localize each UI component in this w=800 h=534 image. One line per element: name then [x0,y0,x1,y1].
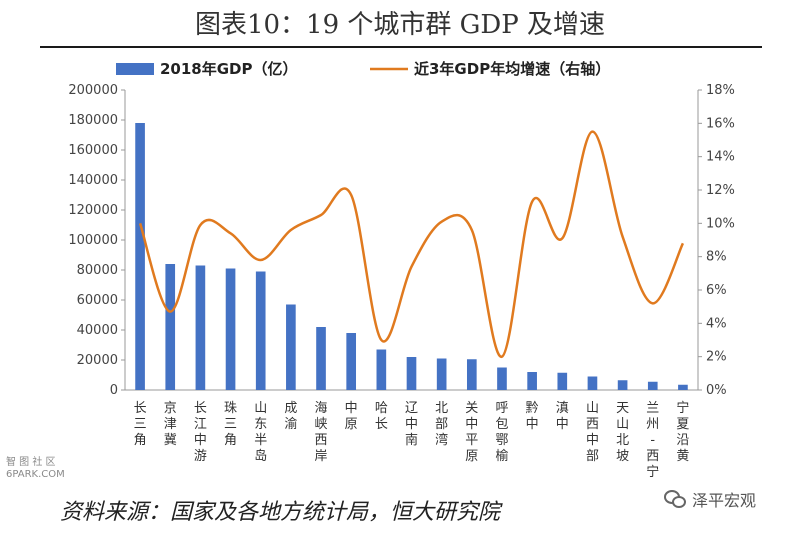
watermark-left-line1: 智 图 社 区 [6,457,56,468]
x-tick-label: 长三角 [134,401,147,448]
x-tick-label: 哈长 [375,401,388,432]
right-tick-label: 16% [706,116,735,131]
bar [647,381,658,390]
left-tick-label: 40000 [77,323,118,338]
left-tick-label: 160000 [68,143,118,158]
left-tick-label: 120000 [68,203,118,218]
right-tick-label: 0% [706,383,727,398]
bar [557,372,568,390]
right-tick-label: 14% [706,150,735,165]
bar [195,265,206,390]
growth-line [138,130,685,358]
x-tick-label: 山东半岛 [254,401,267,464]
source-note: 资料来源：国家及各地方统计局，恒大研究院 [60,500,501,525]
bar [527,372,537,390]
bar [436,358,447,390]
x-tick-label: 天山北坡 [616,401,629,464]
bar [678,384,688,390]
x-tick-label: 京津冀 [164,401,177,448]
left-tick-label: 140000 [68,173,118,188]
right-tick-label: 12% [706,183,735,198]
x-tick-label: 黔中 [526,401,539,432]
right-tick-label: 2% [706,350,727,365]
x-tick-label: 滇中 [556,401,569,432]
watermark-left: 智 图 社 区 6PARK.COM [6,457,86,481]
bar [466,359,477,390]
x-tick-label: 山西中部 [586,401,599,464]
bar [346,333,357,390]
left-tick-label: 180000 [68,113,118,128]
x-tick-label: 中原 [345,401,358,432]
chart-title: 图表10：19 个城市群 GDP 及增速 [194,10,606,40]
legend-bar-swatch [116,63,154,75]
x-tick-label: 长江中游 [194,401,207,464]
x-tick-label: 成渝 [284,401,297,432]
x-tick-label: 珠三角 [224,401,237,448]
x-tick-label: 兰州-西宁 [646,401,659,480]
title-divider [40,46,762,48]
right-tick-label: 6% [706,283,727,298]
bar [135,123,145,390]
x-tick-label: 辽中南 [405,401,418,448]
left-tick-label: 20000 [77,353,118,368]
right-tick-label: 4% [706,316,727,331]
bar [587,376,598,390]
left-tick-label: 200000 [68,83,118,98]
bar [497,367,507,390]
left-tick-label: 60000 [77,293,118,308]
right-tick-label: 8% [706,250,727,265]
left-tick-label: 80000 [77,263,118,278]
left-tick-label: 0 [110,383,118,398]
watermark-right-text: 泽平宏观 [692,491,757,510]
legend-bar-label: 2018年GDP（亿） [160,60,298,78]
watermark-right: 泽平宏观 [664,486,794,512]
x-tick-label: 呼包鄂榆 [495,401,508,464]
x-tick-label: 海峡西岸 [315,401,328,464]
bar [225,268,236,390]
legend-line-label: 近3年GDP年均增速（右轴） [414,60,610,78]
right-tick-label: 10% [706,216,735,231]
x-tick-label: 宁夏沿黄 [676,400,689,464]
bar [255,271,266,390]
bar [286,304,296,390]
bar [165,264,176,390]
wechat-icon [664,490,686,508]
bar [617,380,628,390]
left-tick-label: 100000 [68,233,118,248]
bar [316,327,326,390]
right-tick-label: 18% [706,83,735,98]
x-tick-label: 关中平原 [465,401,478,464]
bar [376,349,387,390]
bar [406,357,417,390]
x-tick-label: 北部湾 [435,401,448,448]
watermark-left-line2: 6PARK.COM [6,469,65,480]
